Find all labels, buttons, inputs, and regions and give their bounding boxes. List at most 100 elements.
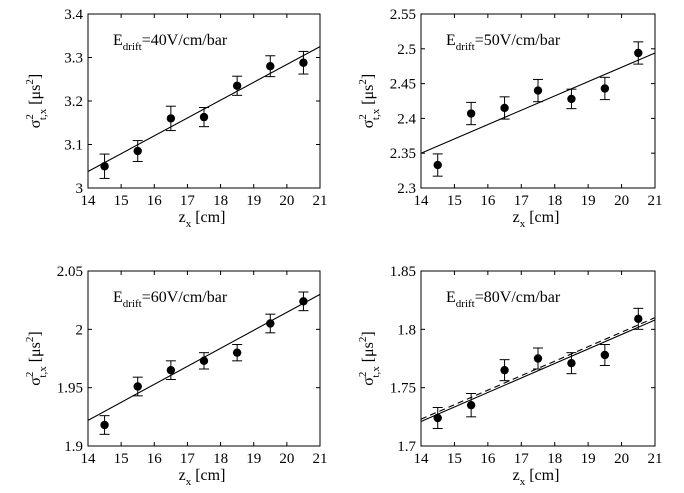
x-tick-label: 14 <box>81 193 97 209</box>
y-tick-label: 2.55 <box>390 7 416 23</box>
chart-panel-1: 14 15 16 17 18 19 20 21 3 3.1 3.2 3.3 3.4 Edrift=40V/… <box>24 7 328 230</box>
x-tick-label: 16 <box>147 193 163 209</box>
x-tick-label: 20 <box>614 193 629 209</box>
field-annotation: Edrift=80V/cm/bar <box>446 289 561 310</box>
x-tick-label: 19 <box>246 451 261 467</box>
data-point <box>100 420 109 430</box>
data-point <box>299 297 308 306</box>
x-tick-label: 16 <box>480 451 496 467</box>
data-point <box>133 382 142 391</box>
x-tick-label: 18 <box>213 451 228 467</box>
data-point <box>500 103 509 113</box>
chart-panel-2: 14 15 16 17 18 19 20 21 2.3 2.35 2.4 2.45 2.5 2.55 Edr… <box>357 7 663 230</box>
plot-frame <box>87 270 321 447</box>
x-tick-label: 19 <box>246 193 261 209</box>
data-point <box>100 162 109 171</box>
y-tick-label: 1.75 <box>390 381 416 397</box>
data-point <box>266 319 275 328</box>
fit-line-dashed <box>420 317 656 420</box>
x-tick-label: 21 <box>313 451 328 467</box>
y-tick-label: 3.3 <box>64 51 83 67</box>
x-axis-label: zx [cm] <box>513 467 560 488</box>
x-tick-label: 19 <box>581 451 596 467</box>
x-tick-label: 20 <box>614 451 629 467</box>
y-tick-label: 2 <box>76 322 84 338</box>
x-tick-label: 14 <box>81 451 97 467</box>
data-point <box>133 146 142 156</box>
x-tick-label: 15 <box>447 451 462 467</box>
fit-line <box>420 52 656 154</box>
x-tick-label: 16 <box>147 451 163 467</box>
y-tick-label: 1.95 <box>57 381 83 397</box>
data-point <box>166 114 176 123</box>
data-point <box>232 81 242 90</box>
x-tick-label: 21 <box>648 451 663 467</box>
x-tick-label: 18 <box>547 193 562 209</box>
data-point <box>433 160 442 170</box>
x-tick-label: 14 <box>414 451 430 467</box>
y-axis-label: σ2t,x [μs2] <box>24 331 49 385</box>
x-tick-label: 17 <box>180 451 196 467</box>
data-point <box>567 94 576 104</box>
y-tick-label: 2.05 <box>57 264 83 280</box>
y-tick-label: 3.4 <box>64 7 83 23</box>
data-point <box>600 84 610 93</box>
data-point <box>299 58 308 67</box>
y-tick-label: 2.5 <box>397 42 416 58</box>
plot-frame <box>420 270 656 447</box>
data-point <box>500 365 509 375</box>
x-axis-label: zx [cm] <box>179 209 226 230</box>
data-point <box>466 109 476 118</box>
x-tick-label: 17 <box>514 193 530 209</box>
x-axis-label: zx [cm] <box>179 467 226 488</box>
y-tick-label: 3.1 <box>64 138 83 154</box>
x-tick-label: 15 <box>447 193 462 209</box>
x-tick-label: 18 <box>547 451 562 467</box>
data-point <box>533 86 543 95</box>
x-tick-label: 20 <box>279 451 294 467</box>
x-tick-label: 19 <box>581 193 596 209</box>
y-tick-label: 1.8 <box>397 322 416 338</box>
y-tick-label: 3 <box>76 181 84 197</box>
y-tick-label: 2.35 <box>390 146 416 162</box>
y-axis-label: σ2t,x [μs2] <box>24 74 49 128</box>
field-annotation: Edrift=60V/cm/bar <box>113 289 228 310</box>
x-tick-label: 21 <box>313 193 328 209</box>
y-tick-label: 2.45 <box>390 77 416 93</box>
x-tick-label: 17 <box>180 193 196 209</box>
data-point <box>433 413 442 423</box>
x-tick-label: 21 <box>648 193 663 209</box>
x-tick-label: 17 <box>514 451 530 467</box>
chart-panel-3: 14 15 16 17 18 19 20 21 1.9 1.95 2 2.05 Edrift=60V/c… <box>24 264 328 488</box>
x-axis-label: zx [cm] <box>513 209 560 230</box>
data-point <box>199 112 209 122</box>
x-tick-label: 14 <box>414 193 430 209</box>
field-annotation: Edrift=50V/cm/bar <box>446 32 561 53</box>
data-point <box>466 400 476 410</box>
data-point <box>567 358 576 368</box>
data-point <box>232 348 242 357</box>
data-point <box>266 61 275 71</box>
y-tick-label: 3.2 <box>64 94 83 110</box>
data-point <box>533 354 543 363</box>
data-point <box>166 365 176 375</box>
y-tick-label: 1.9 <box>64 439 83 455</box>
x-tick-label: 15 <box>114 451 129 467</box>
y-tick-label: 1.85 <box>390 264 416 280</box>
x-tick-label: 15 <box>114 193 129 209</box>
x-tick-label: 20 <box>279 193 294 209</box>
y-axis-label: σ2t,x [μs2] <box>357 331 382 385</box>
fit-line <box>420 319 656 423</box>
field-annotation: Edrift=40V/cm/bar <box>113 32 228 53</box>
plot-frame <box>420 13 656 189</box>
y-tick-label: 2.3 <box>397 181 416 197</box>
data-point <box>634 314 643 324</box>
x-tick-label: 18 <box>213 193 228 209</box>
y-tick-label: 1.7 <box>397 439 416 455</box>
y-tick-label: 2.4 <box>397 111 416 127</box>
data-point <box>634 48 643 58</box>
data-point <box>199 356 209 366</box>
y-axis-label: σ2t,x [μs2] <box>357 74 382 128</box>
data-point <box>600 350 610 360</box>
